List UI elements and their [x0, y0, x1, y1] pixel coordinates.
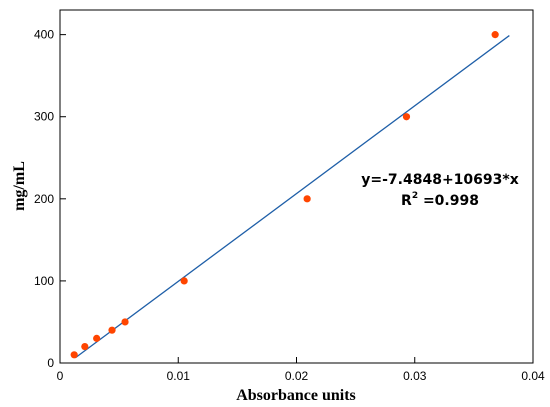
data-point — [108, 326, 116, 334]
data-point — [402, 113, 411, 121]
y-tick-label: 0 — [47, 356, 54, 370]
y-tick-label: 200 — [34, 192, 54, 206]
y-axis-ticks: 0 100 200 300 400 — [34, 28, 66, 370]
data-point — [81, 342, 89, 351]
r-squared-exponent: 2 — [412, 191, 418, 201]
y-tick-label: 400 — [34, 28, 54, 42]
r-squared-value: =0.998 — [418, 193, 479, 209]
data-point — [180, 277, 188, 285]
x-axis-ticks: 0 0.01 0.02 0.03 0.04 — [57, 357, 545, 383]
data-point — [491, 31, 499, 39]
data-point — [303, 195, 311, 203]
x-tick-label: 0 — [57, 369, 64, 383]
r-squared-annotation: R2 =0.998 — [401, 191, 479, 209]
x-tick-label: 0.02 — [285, 369, 309, 383]
x-tick-label: 0.03 — [403, 369, 427, 383]
x-tick-label: 0.04 — [521, 369, 545, 383]
data-point — [121, 318, 129, 326]
fit-line — [74, 35, 510, 359]
x-axis-title: Absorbance units — [236, 387, 356, 404]
data-point — [70, 351, 78, 359]
x-tick-label: 0.01 — [167, 369, 191, 383]
y-axis-title: mg/mL — [11, 161, 28, 211]
data-points — [70, 31, 499, 359]
equation-annotation: y=-7.4848+10693*x — [361, 172, 518, 188]
y-tick-label: 100 — [34, 274, 54, 288]
r-squared-symbol: R — [401, 193, 412, 209]
data-point — [93, 334, 101, 342]
y-tick-label: 300 — [34, 110, 54, 124]
